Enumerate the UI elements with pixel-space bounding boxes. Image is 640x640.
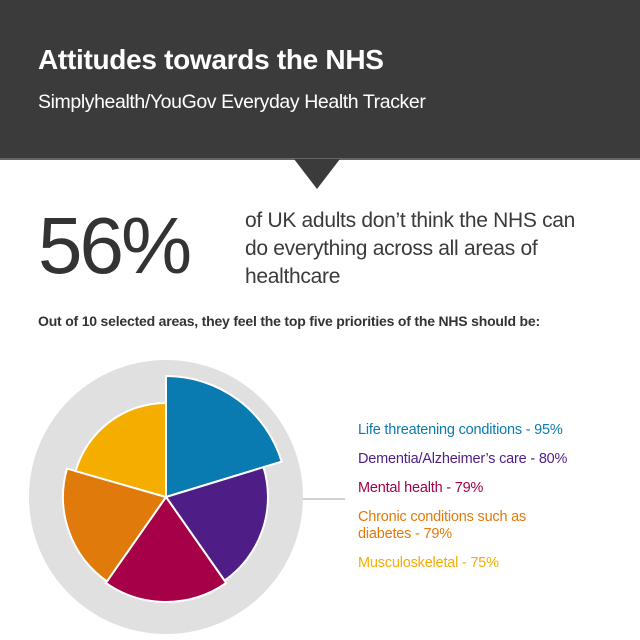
header-banner: Attitudes towards the NHS Simplyhealth/Y… [0, 0, 640, 160]
headline-statement: of UK adults don’t think the NHS can do … [245, 209, 576, 288]
pie-slice-dementia [164, 465, 269, 582]
chart-intro: Out of 10 selected areas, they feel the … [38, 313, 540, 329]
page-subtitle: Simplyhealth/YouGov Everyday Health Trac… [38, 91, 426, 113]
banner-pointer [294, 159, 340, 189]
headline-percentage: 56% [38, 201, 192, 290]
legend-item-life-threatening: Life threatening conditions - 95% [358, 422, 563, 438]
pie-slice-chronic-conditions [62, 467, 168, 583]
legend-item-chronic-conditions: Chronic conditions such as diabetes - 79… [358, 509, 527, 542]
legend-item-mental-health: Mental health - 79% [358, 480, 484, 496]
pie-chart [29, 360, 345, 634]
chart-legend: Life threatening conditions - 95% Dement… [358, 422, 567, 584]
pie-slice-musculoskeletal [74, 401, 167, 499]
pie-slice-life-threatening [165, 374, 283, 499]
legend-item-dementia: Dementia/Alzheimer’s care - 80% [358, 451, 568, 467]
legend-item-musculoskeletal: Musculoskeletal - 75% [358, 555, 499, 571]
page-title: Attitudes towards the NHS [38, 44, 384, 75]
pie-slice-mental-health [104, 495, 228, 603]
